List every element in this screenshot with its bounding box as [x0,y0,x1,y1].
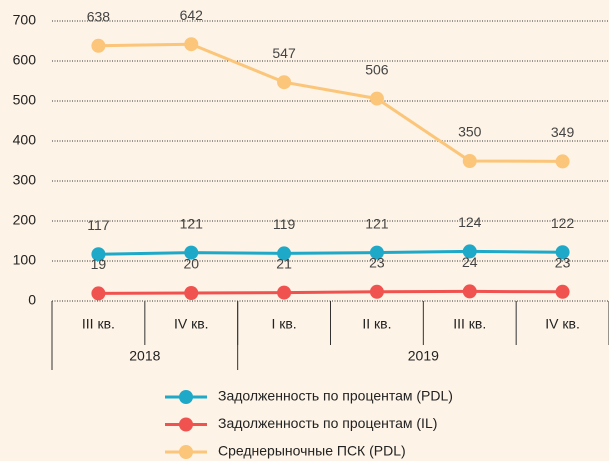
legend-marker [179,417,193,432]
data-label: 20 [183,256,199,272]
data-label: 24 [462,254,478,270]
y-tick-label: 100 [13,252,37,268]
y-tick-label: 300 [13,172,37,188]
data-point [555,245,570,260]
x-tick-label: IV кв. [174,316,209,332]
legend-marker [179,390,193,404]
data-point [91,247,106,262]
data-point [277,285,292,300]
data-label: 124 [458,214,482,230]
group-label: 2019 [408,348,439,364]
y-tick-label: 0 [28,292,36,308]
data-label: 21 [276,255,292,271]
y-tick-label: 400 [13,132,37,148]
x-tick-label: III кв. [453,316,486,332]
data-point [277,246,292,261]
data-label: 350 [458,124,482,140]
data-label: 121 [180,215,204,231]
data-point [369,284,384,299]
group-label: 2018 [129,348,160,364]
y-tick-label: 200 [13,212,37,228]
series-line [98,42,563,163]
data-label: 117 [87,217,110,233]
data-label: 119 [273,216,296,232]
data-label: 638 [87,9,111,25]
legend-label: Среднерыночные ПСК (PDL) [218,443,406,459]
data-label: 23 [369,255,385,271]
legend-label: Задолженность по процентам (IL) [218,415,437,431]
data-point [369,91,384,106]
data-point [184,245,199,260]
legend-label: Задолженность по процентам (PDL) [218,388,453,404]
data-point [277,75,292,90]
data-label: 642 [180,7,204,23]
data-point [91,38,106,53]
data-label: 19 [91,256,107,272]
y-tick-label: 600 [13,52,37,68]
data-point [91,286,106,301]
data-point [462,284,477,299]
data-point [462,154,477,168]
data-point [184,37,199,52]
series-line [98,289,563,295]
data-label: 506 [365,61,389,77]
series-line [98,249,563,256]
data-label: 349 [551,124,575,140]
data-point [555,284,570,299]
x-tick-label: IV кв. [545,316,580,332]
data-point [369,245,384,260]
data-label: 547 [272,45,296,61]
x-tick-label: II кв. [362,316,391,332]
data-label: 23 [555,255,571,271]
x-tick-label: III кв. [82,316,115,332]
data-point [184,286,199,300]
data-label: 122 [551,215,575,231]
data-point [462,244,477,259]
x-tick-label: I кв. [271,316,296,332]
legend-marker [179,445,193,459]
y-tick-label: 700 [13,12,37,28]
data-label: 121 [365,215,389,231]
data-point [555,154,570,169]
y-tick-label: 500 [13,92,37,108]
